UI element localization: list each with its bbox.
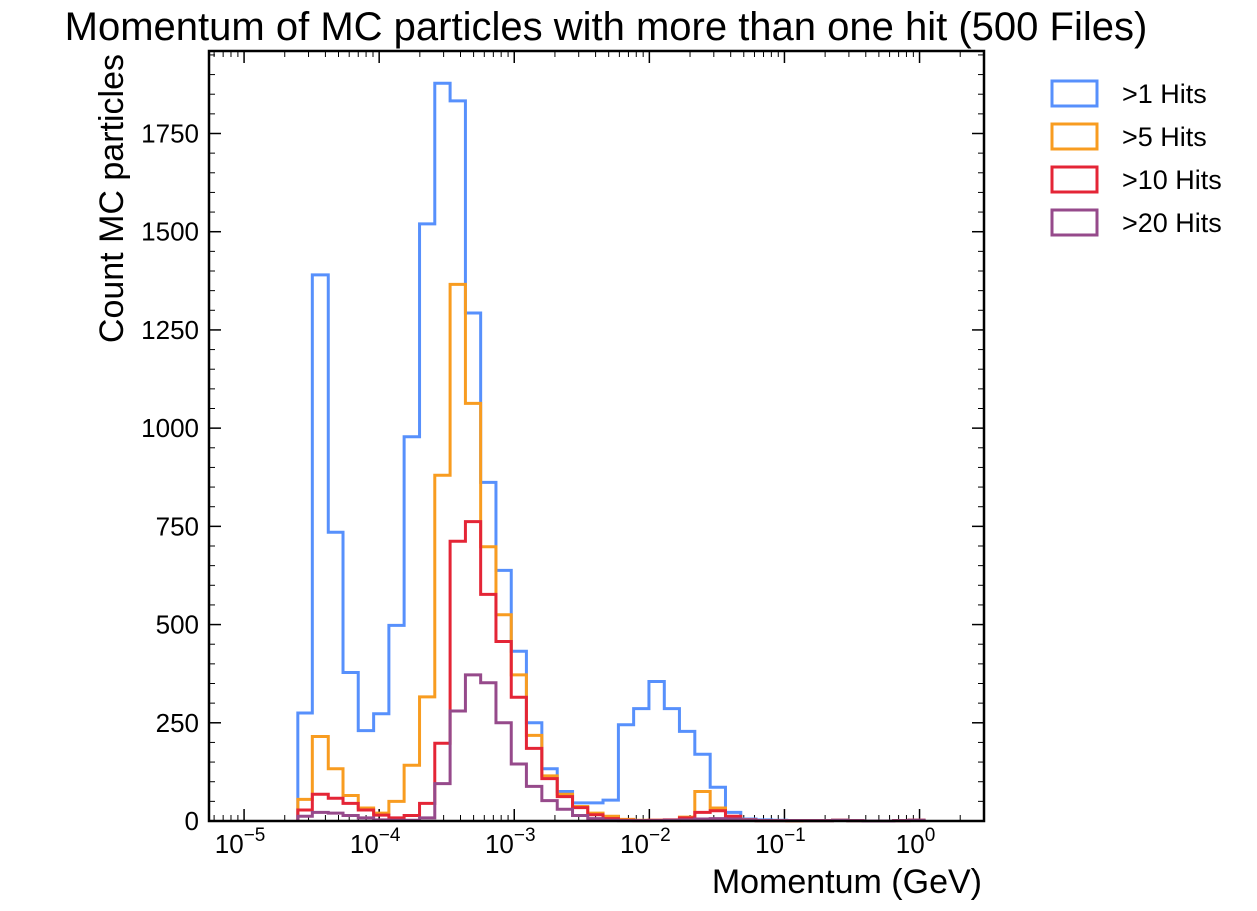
- x-axis-label: Momentum (GeV): [712, 863, 982, 901]
- histogram-series-1: [296, 81, 926, 823]
- legend-swatch-2: [1050, 122, 1099, 151]
- legend-label-3: >10 Hits: [1122, 165, 1222, 195]
- x-tick-label: 10−2: [620, 825, 671, 859]
- legend-swatch-3: [1050, 165, 1099, 194]
- axis-ticks: [209, 51, 985, 822]
- y-axis-label: Count MC particles: [93, 54, 131, 343]
- y-tick-label: 750: [156, 511, 199, 541]
- y-tick-label: 1500: [141, 217, 199, 247]
- y-tick-label: 500: [156, 610, 199, 640]
- x-tick-label: 10−1: [755, 825, 806, 859]
- legend-swatch-1: [1050, 79, 1099, 108]
- series-layer: [296, 81, 926, 823]
- x-tick-label: 10−3: [485, 825, 536, 859]
- chart-title: Momentum of MC particles with more than …: [65, 5, 1148, 49]
- y-tick-label: 1000: [141, 413, 199, 443]
- histogram-series-2: [296, 282, 926, 823]
- histogram-series-3: [296, 520, 926, 823]
- legend-swatch-4: [1050, 208, 1099, 237]
- legend-label-4: >20 Hits: [1122, 208, 1222, 238]
- y-tick-label: 1750: [141, 119, 199, 149]
- legend-label-1: >1 Hits: [1122, 79, 1207, 109]
- y-tick-label: 1250: [141, 315, 199, 345]
- plot-frame: [207, 49, 986, 823]
- legend: >1 Hits >5 Hits >10 Hits >20 Hits: [1050, 79, 1222, 238]
- x-tick-label: 10−5: [215, 825, 266, 859]
- x-tick-label: 100: [896, 825, 936, 859]
- x-tick-label: 10−4: [350, 825, 401, 859]
- y-tick-label: 250: [156, 708, 199, 738]
- legend-label-2: >5 Hits: [1122, 122, 1207, 152]
- tick-labels: 0 250 500 750 1000 1250 1500 1750 10−5 10−4 10−3 10…: [141, 119, 935, 860]
- y-tick-label: 0: [185, 806, 199, 836]
